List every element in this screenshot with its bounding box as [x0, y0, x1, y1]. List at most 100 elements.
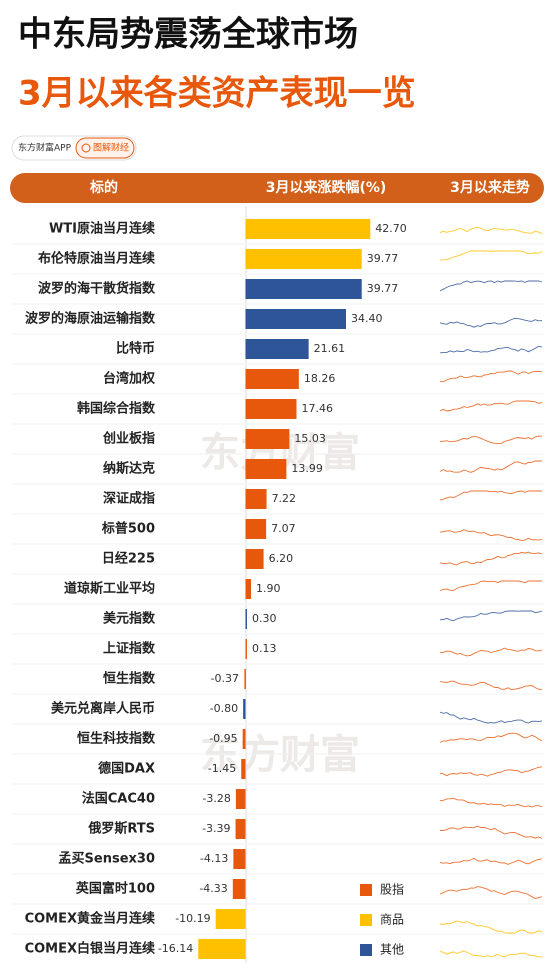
row-label: 日经225 — [102, 551, 155, 567]
bar — [235, 789, 246, 809]
row-label: 英国富时100 — [75, 881, 155, 897]
legend-swatch — [360, 914, 372, 926]
sparkline — [439, 435, 543, 445]
bar — [232, 879, 246, 899]
value-label: 42.70 — [375, 222, 407, 235]
badge-text: 图解财经 — [93, 142, 129, 154]
sparkline — [439, 250, 543, 261]
value-label: -16.14 — [158, 942, 193, 955]
row-label: 美元指数 — [103, 611, 156, 627]
subtitle: 3月以来各类资产表现一览 — [18, 74, 416, 114]
sparkline — [439, 345, 543, 354]
bar — [235, 819, 246, 839]
bar — [245, 309, 347, 329]
value-label: 0.30 — [252, 612, 277, 625]
sparkline — [439, 490, 542, 501]
sparkline — [439, 950, 543, 958]
value-label: -4.13 — [200, 852, 228, 865]
sparkline — [439, 766, 543, 777]
row-label: 美元兑离岸人民币 — [51, 701, 155, 717]
sparkline — [439, 680, 543, 691]
value-label: 13.99 — [291, 462, 323, 475]
bar — [241, 759, 246, 779]
value-label: -0.37 — [210, 672, 238, 685]
row-label: 布伦特原油当月连续 — [38, 251, 155, 267]
legend-label: 股指 — [380, 882, 404, 897]
badge-icon — [81, 143, 91, 153]
row-label: 俄罗斯RTS — [87, 821, 155, 837]
row-label: 恒生指数 — [103, 671, 156, 687]
value-label: -10.19 — [175, 912, 210, 925]
bar — [245, 579, 252, 599]
bar — [242, 729, 246, 749]
value-label: 6.20 — [269, 552, 294, 565]
row-label: COMEX白银当月连续 — [25, 941, 155, 957]
column-header: 3月以来涨跌幅(%) — [266, 179, 387, 196]
bar — [215, 909, 246, 929]
bar — [245, 489, 267, 509]
value-label: 7.22 — [272, 492, 297, 505]
bar — [245, 399, 297, 419]
row-label: 标普500 — [101, 521, 155, 537]
value-label: 0.13 — [252, 642, 277, 655]
sparkline — [439, 825, 543, 839]
sparkline — [439, 610, 543, 622]
bar — [243, 699, 246, 719]
bar — [245, 639, 247, 659]
value-label: -3.28 — [202, 792, 230, 805]
legend-label: 商品 — [380, 912, 404, 927]
sparkline — [440, 370, 543, 383]
sparkline — [439, 280, 543, 292]
bar — [245, 219, 371, 239]
value-label: 21.61 — [314, 342, 346, 355]
value-label: -0.95 — [209, 732, 237, 745]
row-label: 德国DAX — [98, 761, 155, 777]
bar — [245, 279, 362, 299]
value-label: -3.39 — [202, 822, 230, 835]
column-header: 标的 — [89, 179, 118, 196]
row-label: COMEX黄金当月连续 — [25, 911, 155, 927]
bar — [244, 669, 246, 689]
sparkline — [439, 529, 543, 542]
row-label: 法国CAC40 — [82, 791, 155, 807]
bar — [245, 549, 264, 569]
legend-swatch — [360, 944, 372, 956]
bar — [245, 519, 267, 539]
row-label: 孟买Sensex30 — [59, 852, 155, 867]
badge — [75, 137, 135, 159]
value-label: 18.26 — [304, 372, 336, 385]
bar — [245, 459, 287, 479]
sparkline — [439, 711, 543, 724]
bar — [233, 849, 246, 869]
value-label: 39.77 — [367, 252, 399, 265]
sparkline — [439, 732, 543, 743]
bar — [245, 429, 290, 449]
app-name: 东方财富APP — [18, 142, 72, 154]
sparkline — [439, 580, 542, 591]
sparkline — [439, 226, 543, 235]
value-label: -4.33 — [199, 882, 227, 895]
sparkline — [439, 551, 543, 566]
value-label: -0.80 — [210, 702, 238, 715]
sparkline — [439, 317, 543, 328]
row-label: WTI原油当月连续 — [49, 221, 155, 237]
legend-swatch — [360, 884, 372, 896]
row-label: 创业板指 — [102, 431, 155, 447]
row-label: 深证成指 — [103, 491, 155, 507]
value-label: -1.45 — [208, 762, 236, 775]
bar — [245, 609, 247, 629]
value-label: 39.77 — [367, 282, 399, 295]
bar — [198, 939, 246, 959]
column-header: 3月以来走势 — [450, 179, 530, 196]
row-label: 比特币 — [116, 341, 155, 357]
header-bar — [10, 173, 544, 203]
sparkline — [439, 400, 543, 412]
row-label: 道琼斯工业平均 — [64, 581, 155, 597]
sparkline — [439, 460, 542, 473]
row-label: 台湾加权 — [103, 371, 156, 387]
row-label: 纳斯达克 — [103, 461, 155, 477]
row-label: 波罗的海干散货指数 — [38, 281, 156, 297]
row-label: 波罗的海原油运输指数 — [25, 311, 156, 327]
sparkline — [439, 857, 543, 865]
